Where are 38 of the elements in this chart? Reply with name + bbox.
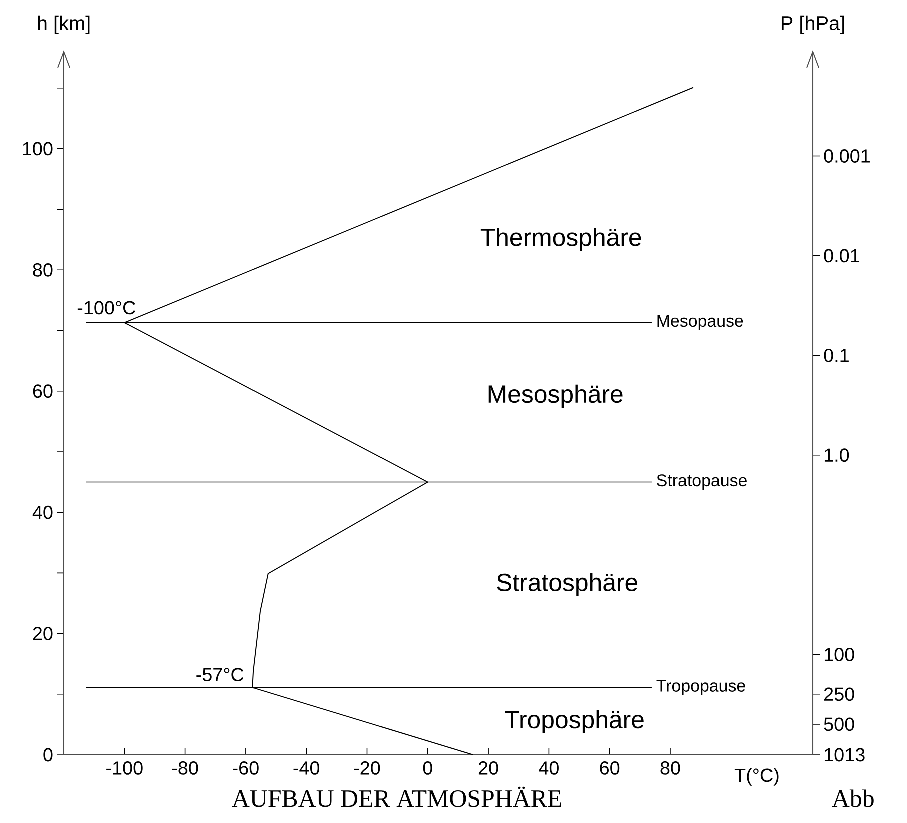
y2-tick-label: 250 xyxy=(824,688,854,702)
annotation: Thermosphäre xyxy=(480,228,642,252)
ref-line-label: Tropopause xyxy=(656,680,746,696)
x-tick-label: -60 xyxy=(233,762,259,775)
x-tick-label: -80 xyxy=(172,762,198,775)
y-tick-label: 40 xyxy=(32,506,53,520)
y2-tick-label: 0.001 xyxy=(824,150,870,163)
y2-axis-title: P [hPa] xyxy=(782,16,844,34)
ref-line-label: Mesopause xyxy=(658,315,744,330)
text: AUFBAU DER ATMOSPHÄRE xyxy=(232,786,562,808)
annotation: -100°C xyxy=(78,301,136,315)
y2-tick-label: 0.01 xyxy=(824,249,860,263)
annotation: Troposphäre xyxy=(505,710,644,734)
annotation: -57°C xyxy=(196,668,244,682)
y-axis-title: h [km] xyxy=(38,16,90,34)
annotation: Mesosphäre xyxy=(488,384,623,408)
annotation: Stratosphäre xyxy=(497,573,638,596)
x-tick-label: 0 xyxy=(423,762,432,775)
ref-line-label: Stratopause xyxy=(657,474,747,490)
y2-tick-label: 100 xyxy=(824,648,854,662)
x-tick-label: -20 xyxy=(354,762,380,775)
y-tick-label: 80 xyxy=(33,263,53,277)
x-axis-title: T(°C) xyxy=(734,768,779,786)
y2-tick-label: 1013 xyxy=(824,748,865,762)
x-tick-label: -40 xyxy=(294,762,320,775)
x-tick-label: 40 xyxy=(539,762,559,775)
y-tick-label: 60 xyxy=(33,384,53,398)
x-tick-label: 80 xyxy=(660,762,680,775)
y2-tick-label: 0.1 xyxy=(824,348,849,362)
y-tick-label: 100 xyxy=(23,142,53,156)
x-tick-label: -100 xyxy=(106,762,143,775)
x-tick-label: 60 xyxy=(600,762,620,775)
x-tick-label: 20 xyxy=(478,762,498,775)
y-tick-label: 0 xyxy=(44,748,53,762)
y2-tick-label: 1.0 xyxy=(824,448,850,462)
text: Abb xyxy=(832,790,874,808)
y-tick-label: 20 xyxy=(33,627,53,640)
y2-tick-label: 500 xyxy=(824,718,854,732)
